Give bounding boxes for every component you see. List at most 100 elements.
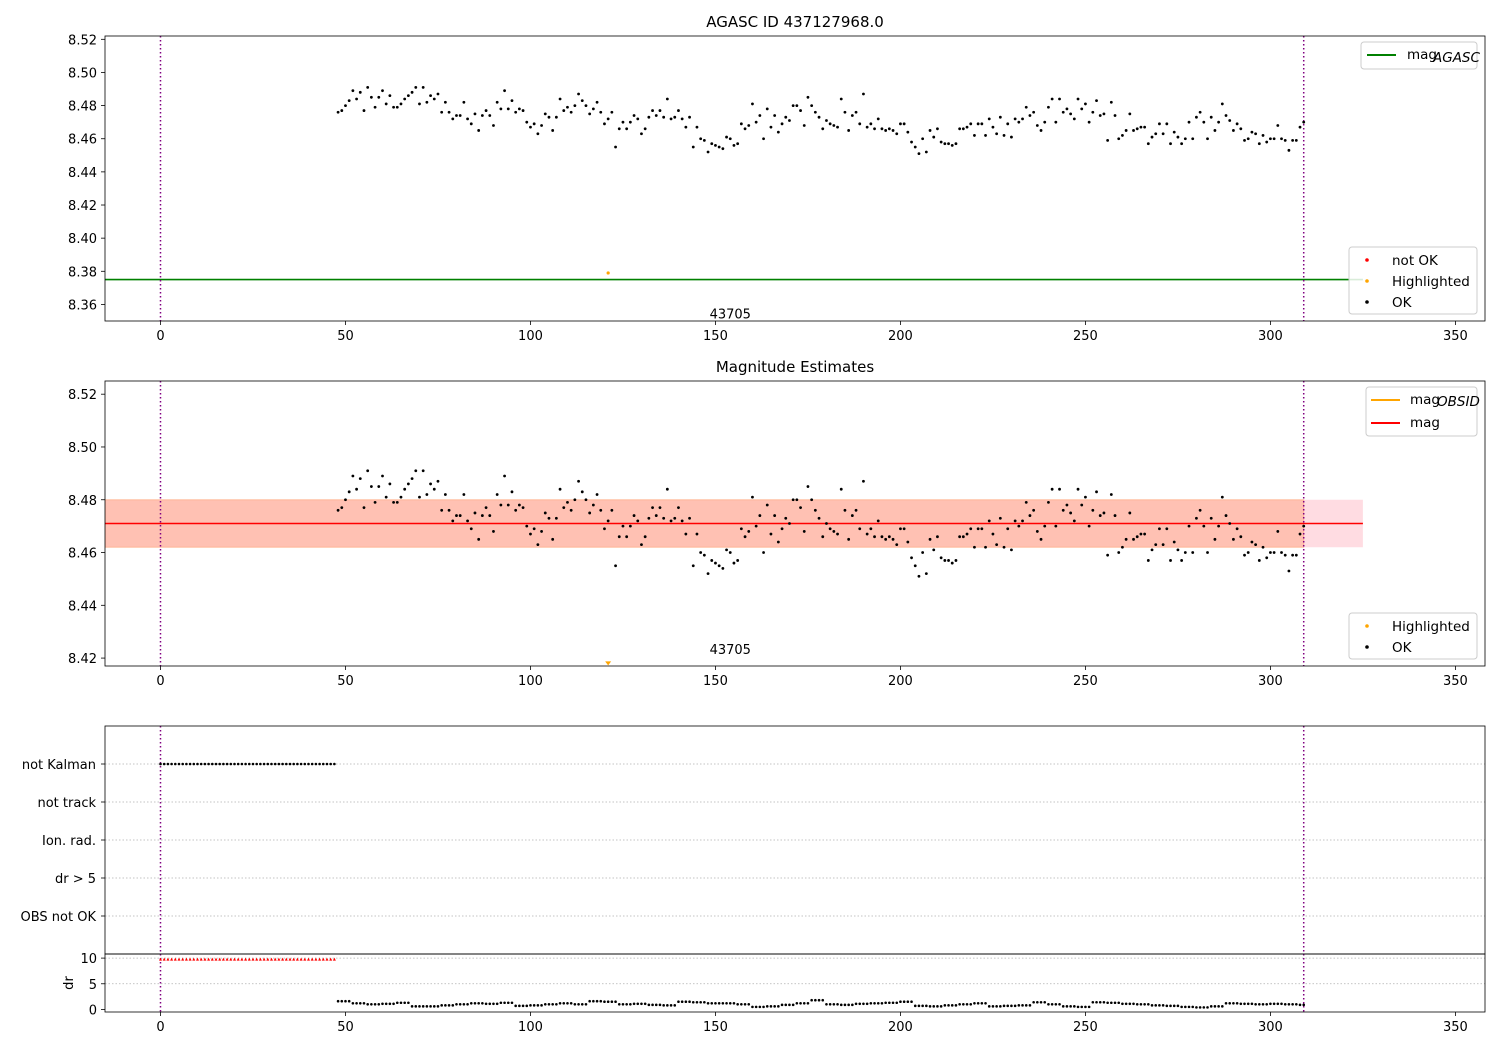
ok-point [947, 142, 950, 146]
dr-ok-point [703, 1000, 706, 1004]
dr-ok-point [469, 1001, 473, 1005]
dr-ok-point [947, 1004, 950, 1007]
dr-ok-point [869, 1001, 873, 1005]
ok-point [1158, 527, 1161, 531]
chart-title-agasc: AGASC ID 437127968.0 [706, 13, 884, 31]
dr-ok-point [429, 1005, 432, 1008]
axes-frame [104, 953, 1486, 1013]
dr-ok-point [825, 1003, 828, 1006]
ok-point [1246, 551, 1250, 554]
ok-point [425, 100, 429, 104]
ok-point [1280, 137, 1283, 141]
ok-point [1076, 487, 1080, 491]
y-tick-label: 8.52 [68, 33, 97, 48]
dr-ok-point [1291, 1003, 1294, 1006]
ok-point [651, 506, 654, 510]
flag-point [262, 762, 266, 766]
dr-ok-point [725, 1001, 728, 1005]
dr-ok-point [566, 1001, 569, 1005]
dr-not-ok-point [221, 957, 225, 961]
ok-point [617, 127, 621, 131]
dr-not-ok-point [325, 957, 329, 961]
ok-point [895, 132, 899, 136]
ok-point [658, 506, 662, 510]
ok-point [503, 89, 506, 93]
ok-point [429, 482, 432, 486]
dr-ok-point [999, 1005, 1002, 1008]
ok-point [436, 479, 440, 483]
dr-ok-point [1298, 1003, 1302, 1007]
dr-ok-point [688, 1000, 691, 1004]
ok-point [773, 514, 777, 517]
flag-point [199, 762, 203, 766]
dr-ok-point [1276, 1002, 1280, 1006]
dr-ok-point [1209, 1005, 1213, 1008]
ok-point [369, 485, 373, 488]
ok-point [891, 129, 895, 132]
ok-point [913, 145, 917, 149]
ok-point [406, 94, 410, 98]
dr-ok-point [1221, 1005, 1224, 1008]
x-tick-label: 350 [1443, 1020, 1468, 1035]
ok-point [1283, 138, 1287, 142]
dr-ok-point [817, 998, 821, 1002]
ok-point [562, 506, 566, 510]
ok-point [658, 109, 662, 112]
x-tick-label: 50 [337, 674, 354, 689]
ok-point [887, 535, 891, 539]
dr-ok-point [403, 1001, 406, 1005]
ok-point [1176, 548, 1180, 552]
ok-point [1106, 553, 1110, 557]
ok-point [788, 522, 791, 525]
ok-point [1069, 511, 1073, 515]
ok-point [1021, 117, 1024, 121]
ok-point [891, 537, 895, 541]
ok-point [651, 109, 654, 112]
dr-not-ok-point [166, 957, 170, 961]
ok-point [636, 117, 640, 121]
dr-ok-point [573, 1003, 577, 1006]
dr-ok-point [891, 1001, 895, 1005]
ok-point [969, 122, 973, 126]
dr-ok-point [444, 1004, 447, 1007]
flag-point [281, 762, 284, 766]
ok-point [1132, 129, 1135, 132]
ok-point [839, 97, 843, 101]
dr-ok-point [458, 1003, 462, 1006]
dr-not-ok-point [236, 957, 240, 961]
ok-point [517, 503, 521, 507]
ok-point [873, 127, 876, 131]
ok-point [747, 124, 751, 127]
dr-ok-point [899, 1000, 902, 1004]
flag-point [266, 762, 270, 766]
plot-area-dr [105, 954, 1485, 1012]
ok-point [514, 508, 518, 512]
dr-ok-point [1217, 1005, 1220, 1008]
ok-point [1280, 551, 1283, 554]
ok-point [440, 110, 444, 114]
dr-ok-point [814, 998, 817, 1002]
ok-point [702, 138, 706, 142]
ok-point [1128, 112, 1132, 116]
ok-point [917, 152, 921, 156]
ok-point [373, 105, 377, 109]
ok-point [665, 97, 669, 101]
dr-ok-point [584, 1003, 588, 1006]
ok-point [388, 482, 392, 486]
dr-ok-point [654, 1003, 658, 1007]
ok-point [1002, 545, 1006, 549]
dr-ok-point [514, 1004, 517, 1008]
ok-point [1198, 508, 1202, 512]
ok-point [873, 535, 876, 539]
dr-ok-point [958, 1003, 961, 1006]
dr-not-ok-point [281, 957, 285, 961]
ok-point [614, 564, 617, 568]
ok-point [628, 524, 632, 528]
dr-ok-point [1250, 1002, 1254, 1006]
ok-point [606, 519, 610, 523]
dr-ok-point [965, 1003, 969, 1006]
dr-ok-point [1150, 1004, 1154, 1007]
flag-point [233, 762, 236, 766]
dr-ok-point [495, 1002, 499, 1006]
flag-point [251, 762, 255, 766]
